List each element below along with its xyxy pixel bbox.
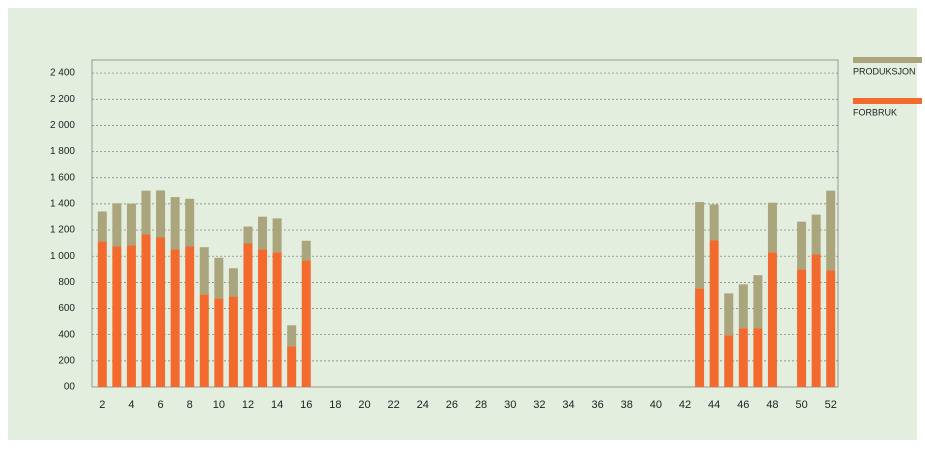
bar-segment bbox=[141, 190, 151, 235]
bar-segment bbox=[272, 218, 282, 253]
bar-segment bbox=[709, 204, 719, 241]
bar-segment bbox=[185, 198, 195, 247]
x-tick-label: 16 bbox=[300, 399, 312, 411]
x-tick-label: 52 bbox=[825, 399, 837, 411]
y-tick-label: 2 400 bbox=[50, 68, 75, 79]
bar-segment bbox=[243, 226, 253, 244]
y-tick-label: 1 400 bbox=[50, 199, 75, 210]
bar-segment bbox=[738, 284, 748, 329]
bar-segment bbox=[811, 254, 821, 387]
bar-segment bbox=[258, 249, 268, 387]
x-tick-label: 14 bbox=[271, 399, 283, 411]
x-tick-label: 18 bbox=[329, 399, 341, 411]
bar-segment bbox=[301, 240, 311, 261]
bar-segment bbox=[112, 203, 122, 247]
bar-segment bbox=[112, 246, 122, 387]
x-tick-label: 8 bbox=[187, 399, 193, 411]
bar-segment bbox=[797, 269, 807, 387]
legend-swatch bbox=[853, 98, 922, 104]
y-tick-label: 1 000 bbox=[50, 251, 75, 262]
bar-segment bbox=[767, 252, 777, 387]
bar-segment bbox=[797, 221, 807, 270]
x-tick-label: 6 bbox=[157, 399, 163, 411]
bar-segment bbox=[287, 346, 297, 387]
bar-segment bbox=[97, 211, 107, 242]
bar-segment bbox=[826, 190, 836, 271]
bar-segment bbox=[695, 202, 705, 289]
x-tick-label: 38 bbox=[621, 399, 633, 411]
x-tick-label: 28 bbox=[475, 399, 487, 411]
x-tick-label: 24 bbox=[417, 399, 429, 411]
legend-label: FORBRUK bbox=[853, 107, 897, 117]
legend-swatch bbox=[853, 57, 922, 63]
bar-segment bbox=[243, 243, 253, 387]
bar-segment bbox=[97, 241, 107, 387]
bar-segment bbox=[272, 252, 282, 387]
x-tick-label: 30 bbox=[504, 399, 516, 411]
bar-segment bbox=[826, 270, 836, 387]
y-tick-label: 200 bbox=[58, 355, 75, 366]
x-tick-label: 36 bbox=[591, 399, 603, 411]
bar-segment bbox=[214, 257, 224, 299]
bar-segment bbox=[228, 268, 238, 297]
y-tick-label: 400 bbox=[58, 329, 75, 340]
x-tick-label: 48 bbox=[766, 399, 778, 411]
x-tick-label: 26 bbox=[446, 399, 458, 411]
bar-segment bbox=[695, 288, 705, 387]
y-tick-label: 1 800 bbox=[50, 146, 75, 157]
x-tick-label: 20 bbox=[358, 399, 370, 411]
x-tick-label: 34 bbox=[562, 399, 574, 411]
x-tick-label: 32 bbox=[533, 399, 545, 411]
bar-segment bbox=[185, 246, 195, 387]
y-tick-label: 1 600 bbox=[50, 172, 75, 183]
x-tick-label: 40 bbox=[650, 399, 662, 411]
x-tick-label: 46 bbox=[737, 399, 749, 411]
bar-segment bbox=[753, 275, 763, 329]
bar-segment bbox=[724, 335, 734, 387]
x-tick-label: 44 bbox=[708, 399, 720, 411]
bar-segment bbox=[126, 245, 136, 387]
x-tick-label: 22 bbox=[388, 399, 400, 411]
x-tick-label: 50 bbox=[795, 399, 807, 411]
bar-segment bbox=[724, 293, 734, 336]
bar-segment bbox=[156, 190, 166, 238]
bar-segment bbox=[214, 298, 224, 387]
bar-segment bbox=[228, 296, 238, 387]
bar-segment bbox=[141, 234, 151, 387]
x-tick-label: 4 bbox=[128, 399, 134, 411]
x-tick-label: 2 bbox=[99, 399, 105, 411]
bar-segment bbox=[709, 240, 719, 387]
y-tick-label: 1 200 bbox=[50, 225, 75, 236]
x-tick-label: 12 bbox=[242, 399, 254, 411]
bar-segment bbox=[738, 328, 748, 387]
bar-segment bbox=[753, 328, 763, 387]
bar-segment bbox=[126, 203, 136, 246]
y-tick-label: 2 000 bbox=[50, 120, 75, 131]
bar-segment bbox=[170, 197, 180, 250]
bar-segment bbox=[258, 216, 268, 250]
bar-segment bbox=[170, 249, 180, 387]
bar-segment bbox=[287, 325, 297, 347]
legend-label: PRODUKSJON bbox=[853, 66, 916, 76]
x-tick-label: 42 bbox=[679, 399, 691, 411]
bar-segment bbox=[156, 237, 166, 387]
y-tick-label: 800 bbox=[58, 277, 75, 288]
plot-area bbox=[91, 59, 839, 388]
y-tick-label: 600 bbox=[58, 303, 75, 314]
bar-segment bbox=[767, 202, 777, 253]
bar-segment bbox=[199, 294, 209, 387]
x-tick-label: 10 bbox=[213, 399, 225, 411]
y-tick-label: 00 bbox=[64, 382, 76, 393]
bar-segment bbox=[301, 260, 311, 387]
y-tick-label: 2 200 bbox=[50, 94, 75, 105]
bar-segment bbox=[811, 214, 821, 255]
bar-segment bbox=[199, 247, 209, 295]
